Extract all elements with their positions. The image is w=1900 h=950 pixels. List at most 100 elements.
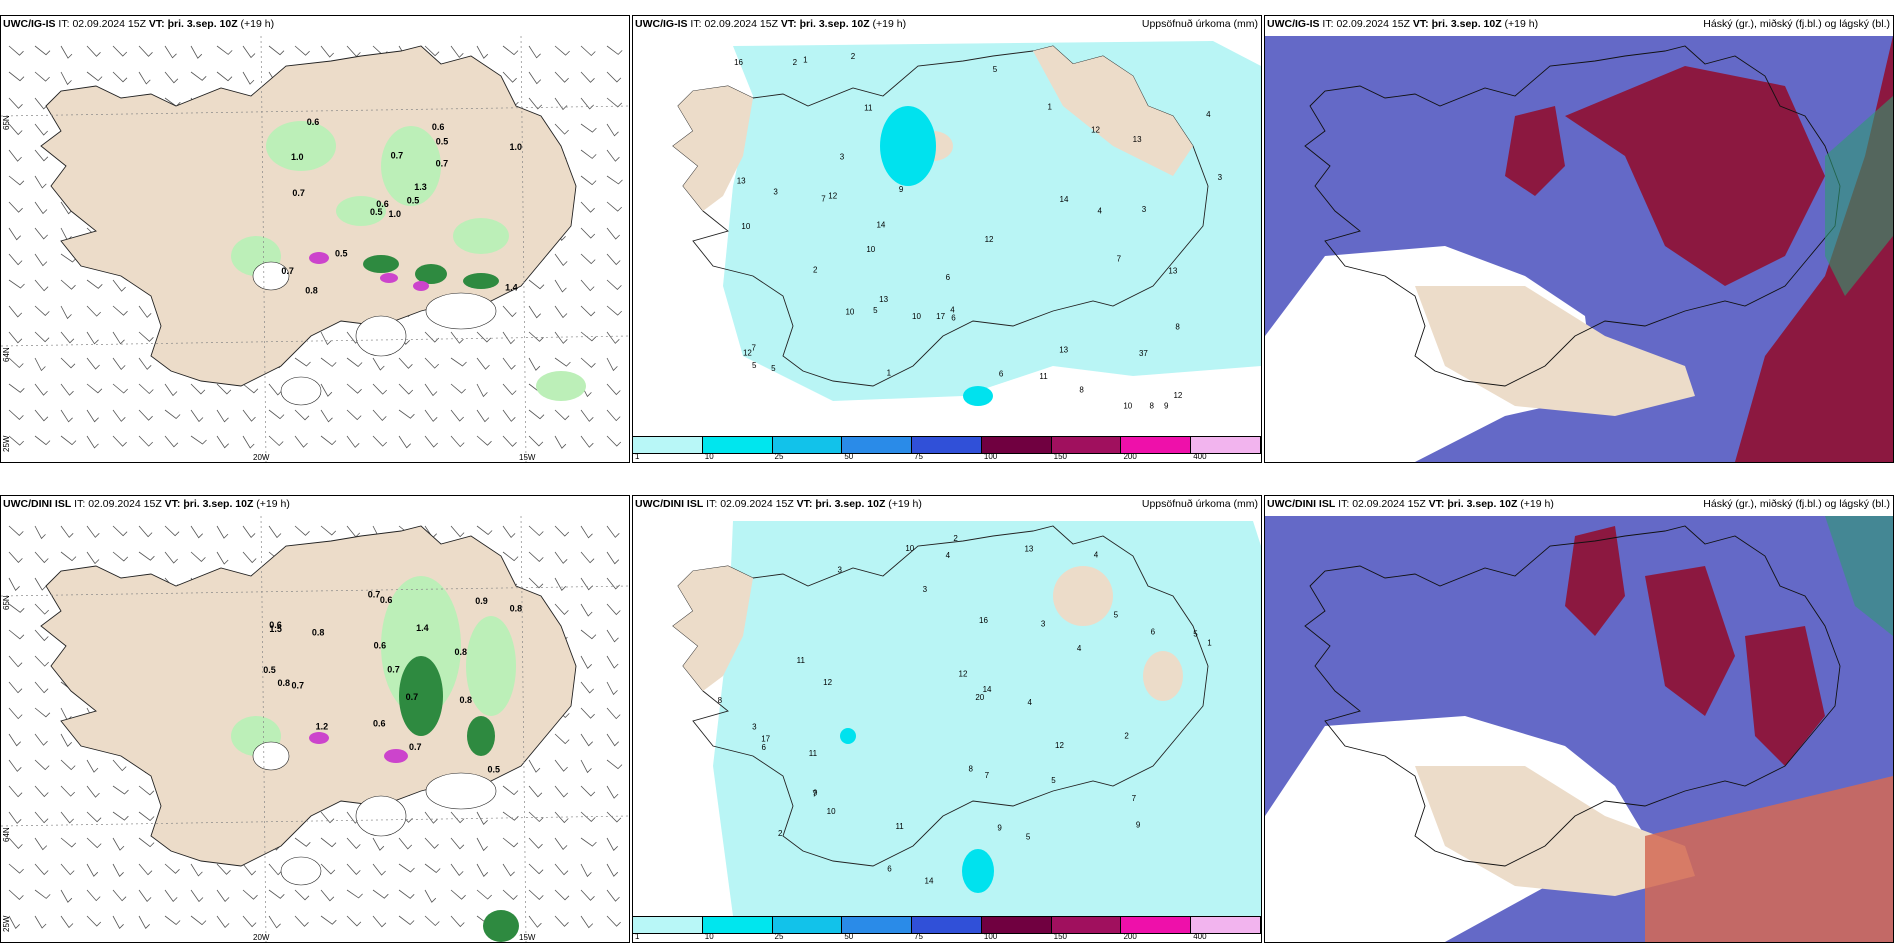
- wind-barb: [554, 733, 570, 745]
- wind-barb: [528, 305, 541, 319]
- wind-barb: [34, 71, 50, 82]
- wind-barb: [34, 915, 47, 929]
- wind-barb: [554, 785, 569, 798]
- wind-barb: [580, 97, 594, 110]
- wind-barb: [580, 175, 597, 186]
- wind-barb: [34, 837, 48, 851]
- wind-barb: [8, 837, 23, 849]
- wind-barb: [606, 435, 622, 447]
- precip-value-label: 10: [905, 544, 914, 553]
- wind-barb: [112, 357, 126, 371]
- wind-barb: [450, 863, 464, 877]
- wind-barb: [34, 603, 49, 615]
- lat-label: 65N: [2, 115, 11, 130]
- wind-barb: [554, 837, 568, 851]
- snow-dark-patches: [363, 255, 499, 289]
- wind-barb: [606, 97, 623, 108]
- wind-barb: [60, 837, 77, 848]
- snow-value-label: 1.2: [316, 722, 329, 732]
- wind-barb: [554, 915, 569, 927]
- colorbar-tick: 400: [1193, 452, 1207, 461]
- wind-barb: [216, 863, 231, 875]
- wind-barb: [294, 889, 310, 901]
- wind-barb: [346, 45, 361, 57]
- wind-barb: [372, 357, 385, 371]
- wind-barb: [34, 863, 49, 876]
- wind-barb: [34, 759, 50, 771]
- precip-value-label: 9: [1136, 820, 1141, 829]
- precip-value-label: 10: [845, 307, 854, 316]
- wind-barb: [476, 863, 489, 877]
- wind-barb: [476, 811, 488, 825]
- wind-barb: [476, 45, 489, 59]
- wind-barb: [606, 227, 620, 240]
- precip-value-label: 13: [1024, 544, 1033, 553]
- precip-value-label: 7: [821, 195, 826, 204]
- snow-value-label: 1.0: [389, 209, 402, 219]
- wind-barb: [580, 837, 597, 847]
- wind-barb: [424, 331, 440, 343]
- colorbar-cell: [981, 437, 1052, 453]
- snow-dark-patches: [399, 656, 519, 942]
- colorbar-tick: 1: [635, 452, 640, 461]
- wind-barb: [34, 655, 49, 667]
- wind-barb: [502, 331, 516, 345]
- wind-barb: [216, 889, 230, 903]
- wind-barb: [554, 889, 570, 901]
- precip-value-label: 4: [1206, 110, 1211, 119]
- wind-barb: [138, 811, 155, 822]
- precip-value-label: 12: [1091, 125, 1100, 134]
- precip-value-label: 14: [925, 877, 934, 886]
- wind-barb: [580, 227, 596, 239]
- wind-barb: [372, 383, 387, 395]
- wind-barb: [112, 435, 127, 447]
- precip-value-label: 9: [899, 185, 904, 194]
- cloud-high-3: [1745, 626, 1825, 766]
- wind-barb: [554, 435, 567, 449]
- wind-barb: [528, 45, 541, 59]
- wind-barb: [86, 279, 103, 289]
- cloud-high-1: [1565, 526, 1625, 636]
- colorbar-tick: 150: [1053, 932, 1068, 941]
- panel-precip-igis: UWC/IG-IS IT: 02.09.2024 15Z VT: þri. 3.…: [632, 15, 1262, 463]
- wind-barb: [34, 525, 46, 540]
- colorbar-tick: 1: [635, 932, 640, 941]
- snow-value-label: 0.7: [368, 590, 381, 600]
- wind-barb: [34, 551, 49, 564]
- wind-barb: [268, 915, 281, 929]
- precip-value-label: 5: [1051, 776, 1056, 785]
- colorbar-tick: 25: [774, 932, 784, 941]
- colorbar-cell: [1191, 437, 1261, 453]
- wind-barb: [450, 435, 465, 448]
- precip-value-label: 6: [887, 864, 892, 873]
- colorbar-tick: 50: [844, 932, 854, 941]
- precip-value-label: 8: [1175, 323, 1180, 332]
- cloud-title: Háský (gr.), miðský (fj.bl.) og lágský (…: [1703, 498, 1890, 510]
- panel-title: UWC/DINI ISL IT: 02.09.2024 15Z VT: þri.…: [3, 498, 290, 510]
- wind-barb: [606, 279, 622, 290]
- wind-barb: [476, 409, 490, 423]
- wind-barb: [8, 733, 21, 747]
- wind-barb: [8, 383, 25, 393]
- wind-barb: [216, 409, 229, 423]
- wind-barb: [502, 305, 517, 318]
- wind-barb: [502, 811, 519, 821]
- wind-barb: [580, 331, 597, 342]
- wind-barb: [320, 811, 335, 824]
- wind-barb: [34, 383, 48, 396]
- wind-barb: [294, 525, 310, 536]
- snow-value-label: 0.5: [370, 207, 383, 217]
- wind-barb: [242, 435, 255, 449]
- precip-value-label: 3: [752, 722, 757, 731]
- colorbar-tick: 150: [1053, 452, 1068, 461]
- colorbar-cell: [702, 917, 773, 933]
- wind-barb: [8, 759, 22, 772]
- precip-colorbar: 1 10 25 50 75 100 150 200 400: [633, 436, 1261, 462]
- wind-barb: [86, 759, 99, 773]
- wind-barb: [346, 915, 362, 927]
- snow-value-label: 0.7: [281, 266, 294, 276]
- snow-value-label: 0.7: [406, 692, 419, 702]
- wind-barb: [112, 305, 128, 316]
- wind-barb: [476, 357, 490, 370]
- precip-value-label: 5: [993, 65, 998, 74]
